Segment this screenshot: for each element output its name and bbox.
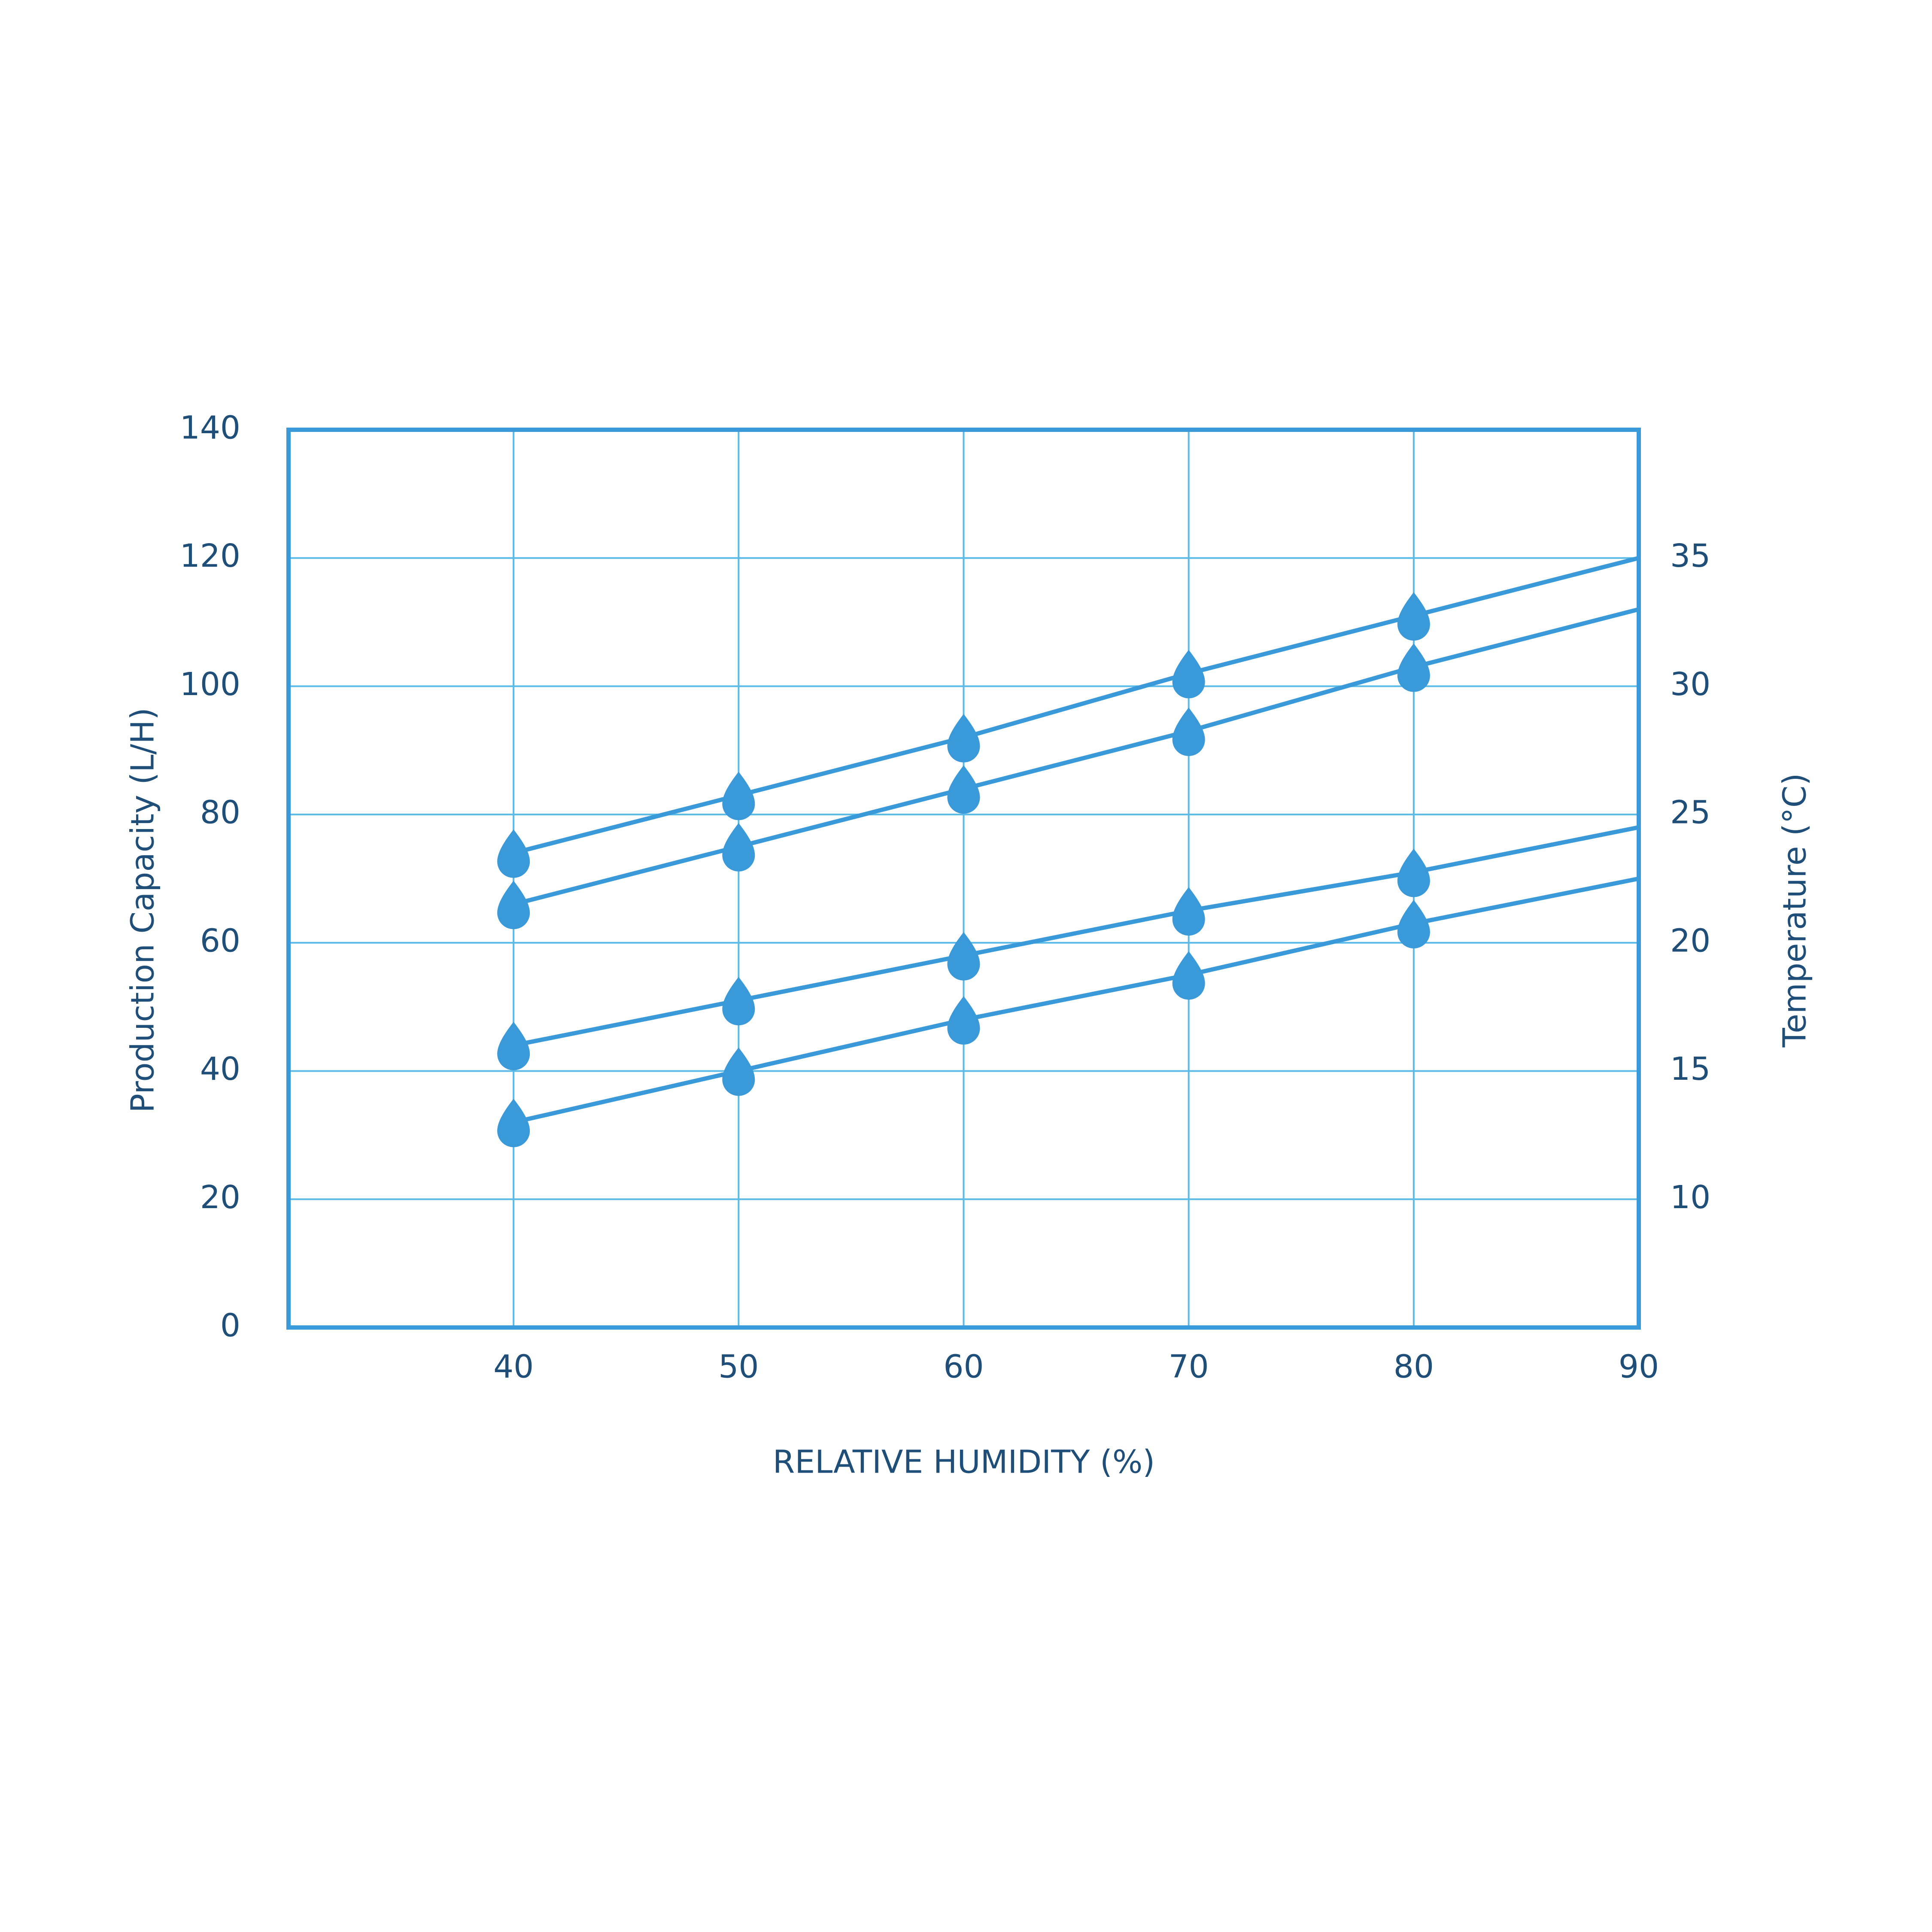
x-tick-label: 80: [1394, 1349, 1434, 1385]
droplet-marker: [497, 1021, 530, 1070]
y-tick-label: 100: [180, 666, 240, 703]
droplet-marker: [947, 714, 980, 762]
y-tick-label: 120: [180, 538, 240, 574]
droplet-marker: [947, 996, 980, 1045]
series-line: [513, 876, 1639, 1124]
droplet-marker: [497, 1099, 530, 1148]
y-axis-label: Production Capacity (L/H): [125, 708, 161, 1113]
y2-tick-label: 30: [1670, 666, 1710, 703]
droplet-marker: [722, 823, 755, 872]
y2-axis-label: Temperature (°C): [1777, 773, 1814, 1048]
droplet-marker: [1397, 592, 1430, 641]
y-tick-label: 0: [220, 1307, 240, 1344]
x-tick-label: 70: [1169, 1349, 1209, 1385]
y2-tick-label: 10: [1670, 1179, 1710, 1216]
droplet-marker: [1397, 643, 1430, 692]
x-tick-label: 90: [1619, 1349, 1659, 1385]
droplet-marker: [1397, 848, 1430, 897]
droplet-marker: [947, 765, 980, 814]
droplet-marker: [1397, 900, 1430, 949]
y-tick-label: 80: [200, 794, 240, 831]
y-tick-label: 20: [200, 1179, 240, 1216]
series-line: [513, 607, 1640, 907]
droplet-marker: [1172, 707, 1205, 756]
y2-tick-label: 20: [1670, 922, 1710, 959]
droplet-marker: [497, 829, 530, 878]
droplet-marker: [722, 772, 755, 820]
droplet-marker: [1172, 650, 1205, 699]
droplet-marker: [722, 977, 755, 1026]
droplet-marker: [947, 932, 980, 981]
y-tick-label: 60: [200, 922, 240, 959]
y2-tick-label: 35: [1670, 538, 1710, 574]
x-tick-label: 50: [718, 1349, 759, 1385]
series-line: [513, 825, 1639, 1048]
x-tick-label: 60: [943, 1349, 984, 1385]
x-tick-label: 40: [493, 1349, 534, 1385]
y-tick-label: 40: [200, 1051, 240, 1088]
y2-tick-label: 25: [1670, 794, 1710, 831]
droplet-marker: [1172, 887, 1205, 936]
series-line: [513, 556, 1640, 855]
droplet-marker: [497, 881, 530, 930]
droplet-marker: [722, 1047, 755, 1096]
droplet-marker: [1172, 951, 1205, 1000]
y2-tick-label: 15: [1670, 1051, 1710, 1088]
x-axis-label: RELATIVE HUMIDITY (%): [773, 1444, 1155, 1481]
y-tick-label: 140: [180, 410, 240, 447]
